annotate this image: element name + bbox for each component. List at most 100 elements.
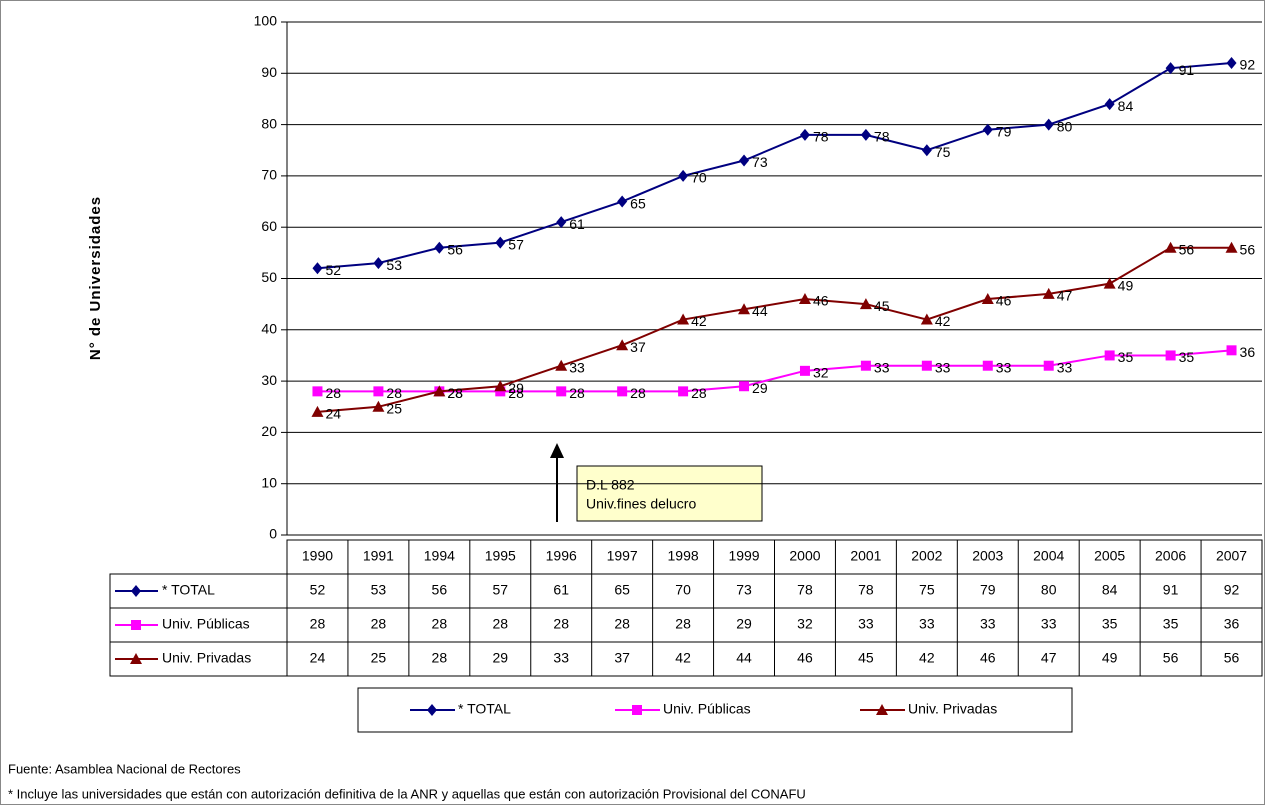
table-cell: 42 [675, 650, 691, 666]
marker [312, 386, 323, 397]
marker [373, 386, 384, 397]
marker [981, 293, 994, 305]
marker [982, 123, 993, 136]
data-label: 42 [935, 313, 951, 329]
table-cell: 91 [1163, 582, 1179, 598]
data-label: 65 [630, 195, 646, 211]
x-tick-label: 1997 [607, 548, 638, 564]
table-cell: 75 [919, 582, 935, 598]
table-cell: 32 [797, 616, 813, 632]
x-tick-label: 2005 [1094, 548, 1125, 564]
y-tick-label: 50 [261, 269, 277, 285]
table-cell: 28 [492, 616, 508, 632]
marker [372, 400, 385, 412]
data-label: 29 [752, 380, 768, 396]
marker [616, 339, 629, 351]
row-label: Univ. Privadas [162, 650, 251, 666]
marker [1165, 350, 1176, 361]
marker [495, 386, 506, 397]
data-label: 53 [386, 257, 402, 273]
y-tick-label: 90 [261, 64, 277, 80]
x-tick-label: 2000 [789, 548, 820, 564]
data-label: 56 [1240, 241, 1256, 257]
series-line [317, 349, 1232, 393]
table-cell: 84 [1102, 582, 1118, 598]
table-cell: 44 [736, 650, 752, 666]
marker [860, 360, 871, 371]
data-label: 57 [508, 236, 524, 252]
data-label: 80 [1057, 118, 1073, 134]
data-label: 28 [447, 385, 463, 401]
table-cell: 78 [797, 582, 813, 598]
marker [433, 385, 446, 397]
table-cell: 56 [432, 582, 448, 598]
x-tick-label: 2007 [1216, 548, 1247, 564]
legend-label: * TOTAL [458, 701, 511, 717]
marker [1042, 287, 1055, 299]
marker [617, 195, 628, 208]
table-cell: 53 [371, 582, 387, 598]
data-label: 91 [1179, 62, 1195, 78]
marker [982, 360, 993, 371]
y-tick-label: 20 [261, 423, 277, 439]
table-cell: 78 [858, 582, 874, 598]
table-cell: 56 [1224, 650, 1240, 666]
table-cell: 28 [675, 616, 691, 632]
y-tick-label: 30 [261, 372, 277, 388]
marker [921, 144, 932, 157]
marker [739, 381, 750, 392]
table-cell: 24 [310, 650, 326, 666]
table-cell: 61 [553, 582, 569, 598]
marker [1165, 62, 1176, 75]
table-cell: 28 [432, 650, 448, 666]
legend-label: Univ. Privadas [908, 701, 997, 717]
marker [556, 386, 567, 397]
marker [1104, 98, 1115, 111]
data-label: 46 [813, 293, 829, 309]
table-cell: 56 [1163, 650, 1179, 666]
data-label: 33 [874, 359, 890, 375]
table-cell: 42 [919, 650, 935, 666]
y-tick-label: 100 [254, 13, 278, 29]
data-label: 79 [996, 123, 1012, 139]
marker [555, 359, 568, 371]
annotation-arrowhead [550, 443, 564, 458]
marker [876, 704, 888, 715]
table-cell: 57 [492, 582, 508, 598]
data-label: 44 [752, 303, 768, 319]
data-label: 24 [325, 406, 341, 422]
table-cell: 70 [675, 582, 691, 598]
marker [427, 704, 437, 716]
table-cell: 28 [310, 616, 326, 632]
y-tick-label: 0 [269, 526, 277, 542]
marker [494, 380, 507, 392]
marker [311, 405, 324, 417]
marker [678, 169, 689, 182]
row-label: Univ. Públicas [162, 616, 250, 632]
data-label: 25 [386, 400, 402, 416]
table-cell: 29 [736, 616, 752, 632]
marker [1226, 57, 1237, 70]
x-tick-label: 2001 [850, 548, 881, 564]
y-tick-label: 70 [261, 167, 277, 183]
data-label: 92 [1240, 57, 1256, 73]
table-cell: 52 [310, 582, 326, 598]
annotation-line: Univ.fines delucro [586, 496, 696, 512]
data-label: 28 [630, 385, 646, 401]
table-cell: 45 [858, 650, 874, 666]
marker [495, 236, 506, 249]
data-label: 33 [1057, 359, 1073, 375]
data-label: 28 [386, 385, 402, 401]
table-cell: 46 [980, 650, 996, 666]
data-label: 32 [813, 365, 829, 381]
x-tick-label: 1995 [485, 548, 516, 564]
x-tick-label: 2003 [972, 548, 1003, 564]
x-tick-label: 1994 [424, 548, 455, 564]
x-tick-label: 1990 [302, 548, 333, 564]
marker [677, 313, 690, 325]
series-line [317, 246, 1232, 413]
marker [1226, 345, 1237, 356]
annotation-box [576, 465, 763, 522]
